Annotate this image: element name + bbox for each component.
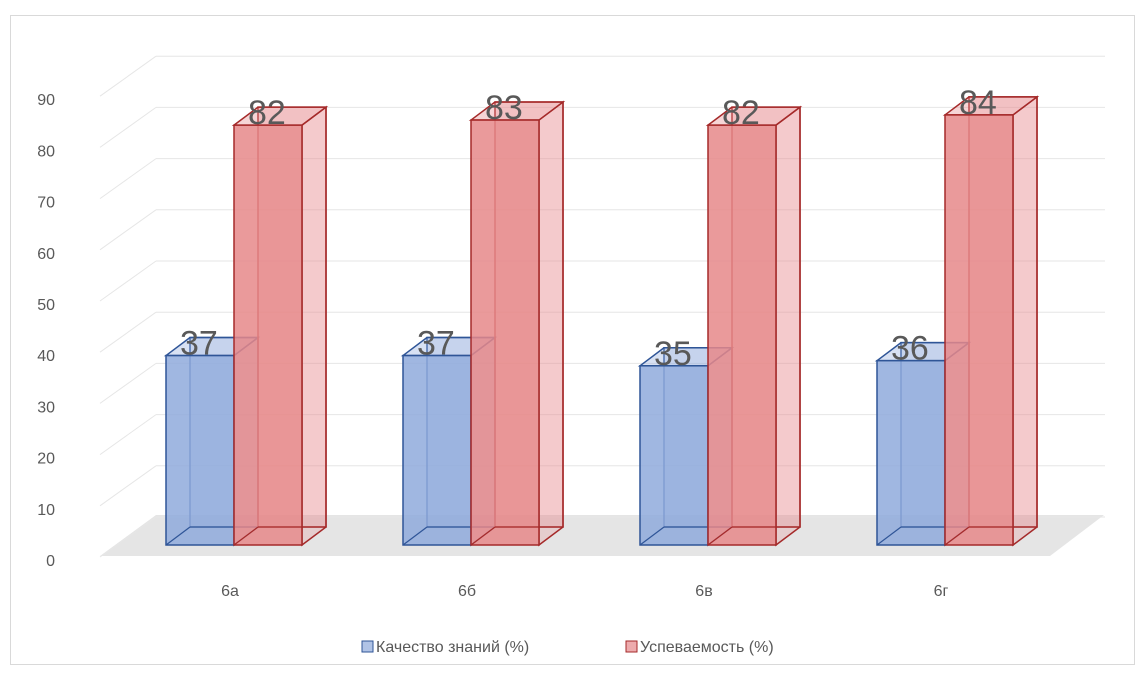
- gridline-side-50: [99, 260, 157, 302]
- bar-front-face: [165, 354, 235, 546]
- gridline-side-70: [99, 158, 157, 200]
- bar-front-face: [707, 124, 777, 546]
- bar-edge: [402, 526, 428, 546]
- legend-label: Успеваемость (%): [640, 639, 774, 656]
- bar-edge: [944, 526, 970, 546]
- bar-edge: [876, 526, 902, 546]
- data-label: 84: [959, 84, 997, 122]
- y-tick-label: 40: [37, 348, 55, 365]
- bar-edge: [233, 526, 259, 546]
- y-tick-label: 90: [37, 92, 55, 109]
- y-tick-label: 20: [37, 451, 55, 468]
- data-label: 37: [417, 325, 455, 363]
- category-label: 6г: [934, 583, 949, 600]
- data-label: 82: [248, 94, 286, 132]
- category-label: 6б: [458, 583, 476, 600]
- bar-front-face: [639, 365, 709, 546]
- bar-side-face: [538, 100, 564, 547]
- y-tick-label: 30: [37, 399, 55, 416]
- gridline-side-0: [99, 516, 157, 558]
- bar-front-face: [876, 359, 946, 546]
- gridline-side-20: [99, 414, 157, 456]
- y-tick-label: 50: [37, 297, 55, 314]
- gridline-side-80: [99, 106, 157, 148]
- bar-edge: [470, 526, 496, 546]
- category-label: 6в: [695, 583, 712, 600]
- legend-swatch: [625, 640, 638, 653]
- bar-side-face: [301, 105, 327, 547]
- bar-side-face: [775, 105, 801, 547]
- bar-1-0: [231, 105, 329, 547]
- bar-front-face: [470, 119, 540, 546]
- chart-floor: [100, 515, 1104, 556]
- y-tick-label: 80: [37, 143, 55, 160]
- y-tick-label: 10: [37, 502, 55, 519]
- bar-edge: [165, 526, 191, 546]
- gridline-side-60: [99, 209, 157, 251]
- data-label: 36: [891, 330, 929, 368]
- y-tick-label: 70: [37, 195, 55, 212]
- bar-front-face: [233, 124, 303, 546]
- bar-front-face: [944, 114, 1014, 546]
- gridline-side-90: [99, 55, 157, 97]
- category-label: 6а: [221, 583, 239, 600]
- bar-1-1: [468, 100, 566, 547]
- data-label: 37: [180, 325, 218, 363]
- bar-edge: [707, 526, 733, 546]
- data-label: 82: [722, 94, 760, 132]
- legend-swatch: [361, 640, 374, 653]
- bar-edge: [639, 526, 665, 546]
- gridline-side-40: [99, 311, 157, 353]
- y-tick-label: 0: [46, 553, 55, 570]
- legend: Качество знаний (%) Успеваемость (%): [361, 639, 774, 656]
- bar-1-3: [942, 95, 1040, 547]
- y-tick-label: 60: [37, 246, 55, 263]
- gridline-side-10: [99, 465, 157, 507]
- bar-front-face: [402, 354, 472, 546]
- bar-side-face: [1012, 95, 1038, 547]
- data-label: 83: [485, 89, 523, 127]
- legend-label: Качество знаний (%): [376, 639, 529, 656]
- gridline-side-30: [99, 362, 157, 404]
- bar-1-2: [705, 105, 803, 547]
- data-label: 35: [654, 335, 692, 373]
